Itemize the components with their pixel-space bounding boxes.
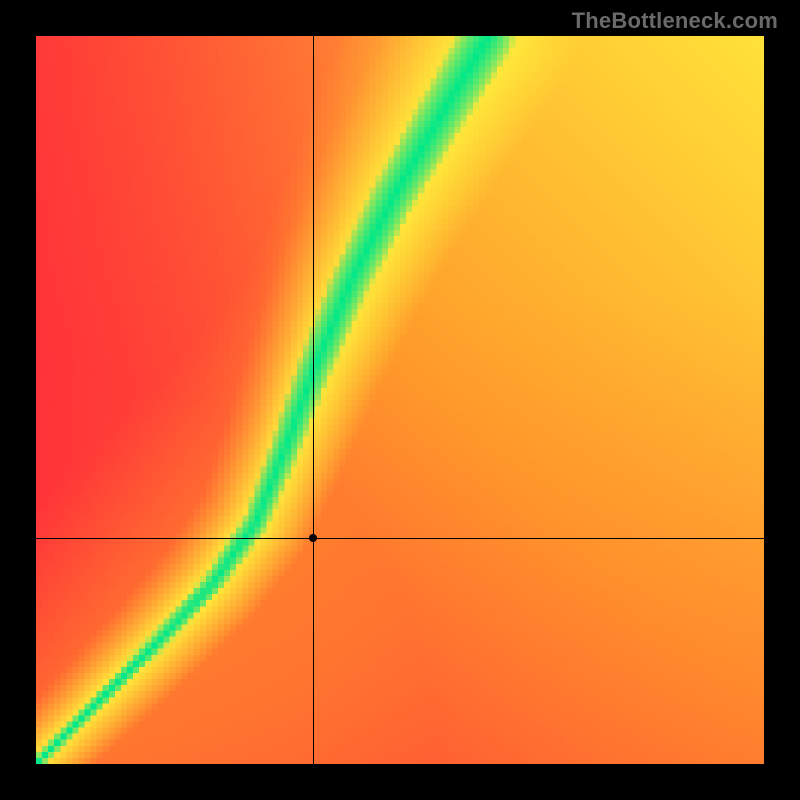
crosshair-horizontal [36,538,764,539]
heatmap-canvas [36,36,764,764]
crosshair-vertical [313,36,314,764]
watermark-text: TheBottleneck.com [572,8,778,34]
crosshair-point [309,534,317,542]
bottleneck-heatmap [36,36,764,764]
